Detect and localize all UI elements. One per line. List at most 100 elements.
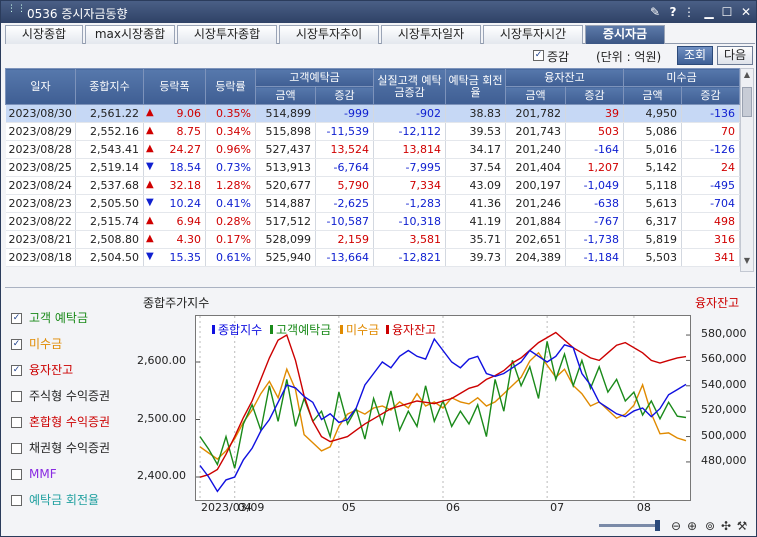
table-cell: 2023/08/29 — [5, 122, 76, 141]
col-unpaid[interactable]: 미수금 — [623, 68, 741, 87]
table-cell: ▲ 8.75 — [143, 122, 206, 141]
down-arrow-icon: ▼ — [146, 197, 154, 208]
tab-1[interactable]: 시장종합 — [5, 25, 83, 44]
zoom-slider[interactable] — [599, 524, 657, 527]
scroll-up-icon[interactable]: ▲ — [743, 70, 751, 79]
maximize-icon[interactable]: ☐ — [721, 5, 733, 19]
legend-swatch — [386, 325, 389, 334]
tab-4[interactable]: 시장투자추이 — [279, 25, 379, 44]
series-checkbox[interactable]: ✓ — [11, 365, 22, 376]
col-turnover[interactable]: 예탁금 회전율 — [445, 68, 507, 105]
table-row[interactable]: 2023/08/22 2,515.74 ▲ 6.94 0.28% 517,512 -10,5… — [5, 212, 741, 231]
table-cell: 525,940 — [255, 248, 316, 267]
table-cell: 39 — [565, 104, 625, 123]
y-right-tick-label: 560,000 — [701, 352, 747, 366]
tab-6[interactable]: 시장투자시간 — [483, 25, 583, 44]
col-change[interactable]: 등락폭 — [143, 68, 206, 105]
table-cell: 0.96% — [205, 140, 256, 159]
col-rate[interactable]: 등락률 — [205, 68, 256, 105]
table-cell: 13,814 — [373, 140, 447, 159]
table-cell: 2,519.14 — [75, 158, 144, 177]
col-deposit[interactable]: 고객예탁금 — [254, 68, 375, 87]
table-row[interactable]: 2023/08/29 2,552.16 ▲ 8.75 0.34% 515,898 -11,5… — [5, 122, 741, 141]
col-index[interactable]: 종합지수 — [75, 68, 144, 105]
scroll-down-icon[interactable]: ▼ — [743, 256, 751, 265]
table-row[interactable]: 2023/08/21 2,508.80 ▲ 4.30 0.17% 528,099 2,159… — [5, 230, 741, 249]
table-cell: 520,677 — [255, 176, 316, 195]
tab-5[interactable]: 시장투자일자 — [381, 25, 481, 44]
table-row[interactable]: 2023/08/23 2,505.50 ▼ 10.24 0.41% 514,887 -2,6… — [5, 194, 741, 213]
table-row[interactable]: 2023/08/24 2,537.68 ▲ 32.18 1.28% 520,677 5,79… — [5, 176, 741, 195]
legend-swatch — [340, 325, 343, 334]
col-unpaid-delta[interactable]: 증감 — [681, 86, 741, 105]
legend-label: 융자잔고 — [392, 323, 436, 337]
scroll-thumb[interactable] — [742, 87, 752, 117]
query-button[interactable]: 조회 — [677, 46, 713, 65]
table-row[interactable]: 2023/08/18 2,504.50 ▼ 15.35 0.61% 525,940 -13,… — [5, 248, 741, 267]
col-margin[interactable]: 융자잔고 — [505, 68, 625, 87]
table-row[interactable]: 2023/08/28 2,543.41 ▲ 24.27 0.96% 527,437 13,5… — [5, 140, 741, 159]
change-value: 9.06 — [176, 107, 202, 120]
zoom-slider-thumb[interactable] — [655, 520, 660, 531]
series-checkbox[interactable]: ✓ — [11, 339, 22, 350]
minimize-icon[interactable]: ▁ — [704, 5, 714, 19]
col-margin-delta[interactable]: 증감 — [565, 86, 625, 105]
series-checkbox[interactable] — [11, 443, 22, 454]
table-cell: 0.35% — [205, 104, 256, 123]
series-checkbox[interactable] — [11, 469, 22, 480]
chart-area[interactable]: 종합지수 고객예탁금 미수금 융자잔고 — [195, 315, 691, 501]
series-checkbox[interactable] — [11, 495, 22, 506]
table-cell: 2023/08/18 — [5, 248, 76, 267]
toolbar: ✓ 증감 (단위 : 억원) 조회 다음 — [1, 45, 756, 67]
table-scrollbar[interactable]: ▲ ▼ — [740, 68, 754, 272]
series-checkbox[interactable] — [11, 391, 22, 402]
settings-icon[interactable]: ⋮ — [683, 5, 695, 19]
help-icon[interactable]: ? — [669, 5, 677, 19]
table-row[interactable]: 2023/08/25 2,519.14 ▼ 18.54 0.73% 513,913 -6,7… — [5, 158, 741, 177]
title-bar[interactable]: ⋮⋮ 0536 증시자금동향 ✎ ? ⋮ ▁ ☐ ✕ — [1, 1, 756, 23]
y-right-tick-label: 520,000 — [701, 403, 747, 417]
next-button[interactable]: 다음 — [717, 46, 753, 65]
table-cell: 204,389 — [505, 248, 567, 267]
series-checkbox[interactable] — [11, 417, 22, 428]
table-cell: 4,950 — [623, 104, 683, 123]
pin-icon[interactable]: ✎ — [649, 5, 661, 19]
crosshair-icon[interactable]: ✣ — [720, 519, 732, 533]
zoom-fit-icon[interactable]: ⊚ — [704, 519, 716, 533]
close-icon[interactable]: ✕ — [740, 5, 752, 19]
col-deposit-delta[interactable]: 증감 — [314, 86, 375, 105]
tab-2[interactable]: max시장종합 — [85, 25, 175, 44]
tab-3[interactable]: 시장투자종합 — [177, 25, 277, 44]
zoom-in-icon[interactable]: ⊕ — [686, 519, 698, 533]
table-cell: 5,613 — [623, 194, 683, 213]
table-cell: 2023/08/25 — [5, 158, 76, 177]
series-checkbox[interactable]: ✓ — [11, 313, 22, 324]
panel-divider[interactable] — [5, 287, 755, 288]
table-cell: 2,504.50 — [75, 248, 144, 267]
col-real-deposit[interactable]: 실질고객 예탁금증감 — [373, 68, 447, 105]
tab-7[interactable]: 증시자금 — [585, 25, 665, 44]
table-cell: 13,524 — [315, 140, 375, 159]
col-unpaid-amount[interactable]: 금액 — [623, 86, 683, 105]
table-row[interactable]: 2023/08/30 2,561.22 ▲ 9.06 0.35% 514,899 -999-… — [5, 104, 741, 123]
series-unpaid-line — [199, 351, 687, 461]
tool-icon[interactable]: ⚒ — [736, 519, 748, 533]
table-cell: 2,561.22 — [75, 104, 144, 123]
col-deposit-amount[interactable]: 금액 — [255, 86, 316, 105]
x-tick-label: 2023/03/09 — [201, 501, 265, 514]
window-title: 0536 증시자금동향 — [27, 7, 128, 21]
delta-checkbox[interactable]: ✓ — [533, 50, 544, 61]
table-cell: -495 — [681, 176, 741, 195]
zoom-out-icon[interactable]: ⊖ — [670, 519, 682, 533]
down-arrow-icon: ▼ — [146, 251, 154, 262]
table-cell: 2023/08/28 — [5, 140, 76, 159]
series-label: 채권형 수익증권 — [29, 441, 111, 455]
col-date[interactable]: 일자 — [5, 68, 76, 105]
table-cell: 5,016 — [623, 140, 683, 159]
col-margin-amount[interactable]: 금액 — [505, 86, 567, 105]
table-cell: -1,738 — [565, 230, 625, 249]
table-cell: 0.28% — [205, 212, 256, 231]
table-cell: -10,318 — [373, 212, 447, 231]
table-cell: 200,197 — [505, 176, 567, 195]
y-right-tick-label: 580,000 — [701, 327, 747, 341]
